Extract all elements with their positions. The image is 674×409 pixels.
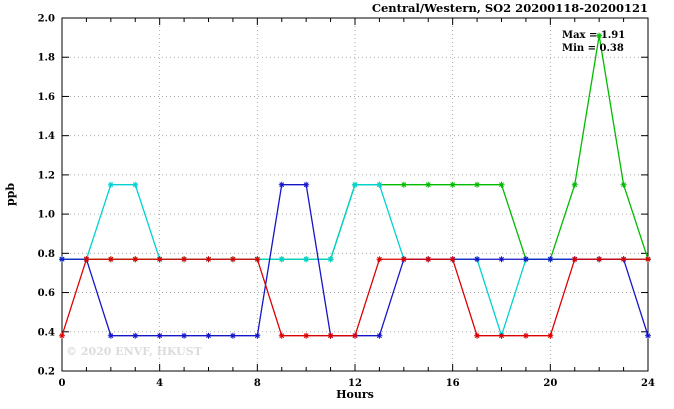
series-line-blue-day <box>62 184 649 337</box>
data-point-marker <box>107 181 114 188</box>
axis-ticks <box>61 17 649 372</box>
y-tick-label: 1.6 <box>38 92 55 103</box>
x-tick-label: 0 <box>59 378 66 389</box>
series-blue-day <box>59 181 651 339</box>
data-point-marker <box>278 181 285 188</box>
y-tick-label: 2.0 <box>38 14 55 25</box>
data-point-marker <box>352 332 358 339</box>
data-point-marker <box>278 332 285 339</box>
data-point-marker <box>59 332 65 339</box>
y-tick-label: 1.2 <box>38 170 55 181</box>
x-tick-label: 12 <box>348 378 362 389</box>
data-point-marker <box>229 332 236 339</box>
data-point-marker <box>59 256 65 263</box>
data-point-marker <box>181 332 188 339</box>
data-point-marker <box>645 256 651 263</box>
data-point-marker <box>547 256 554 263</box>
data-point-marker <box>327 256 334 263</box>
data-point-marker <box>181 256 188 263</box>
series-red-day <box>59 256 651 339</box>
series-line-green-day <box>62 35 649 260</box>
data-point-marker <box>620 256 627 263</box>
data-point-marker <box>449 181 456 188</box>
data-point-marker <box>327 332 334 339</box>
data-point-marker <box>571 181 578 188</box>
data-point-marker <box>303 256 310 263</box>
min-annotation: Min = 0.38 <box>562 43 624 54</box>
x-tick-label: 20 <box>543 378 557 389</box>
watermark: © 2020 ENVF, HKUST <box>66 345 203 358</box>
series-green-day <box>59 32 651 263</box>
y-tick-label: 0.6 <box>38 288 55 299</box>
data-point-marker <box>498 181 505 188</box>
data-point-marker <box>132 332 139 339</box>
data-point-marker <box>376 256 383 263</box>
data-point-marker <box>425 256 432 263</box>
y-tick-label: 1.8 <box>38 53 55 64</box>
data-point-marker <box>278 256 285 263</box>
data-point-marker <box>645 332 651 339</box>
series-cyan-day <box>59 181 651 339</box>
data-point-marker <box>205 332 212 339</box>
chart-title: Central/Western, SO2 20200118-20200121 <box>372 1 648 15</box>
x-tick-label: 8 <box>254 378 261 389</box>
data-point-marker <box>498 332 505 339</box>
x-tick-label: 24 <box>641 378 655 389</box>
data-point-marker <box>132 181 139 188</box>
y-tick-label: 0.4 <box>38 327 55 338</box>
data-point-marker <box>352 181 358 188</box>
max-annotation: Max = 1.91 <box>562 30 625 41</box>
series-line-cyan-day <box>62 184 648 338</box>
y-tick-label: 0.2 <box>38 367 55 378</box>
data-point-marker <box>156 332 163 339</box>
y-tick-label: 1.0 <box>38 210 55 221</box>
data-point-marker <box>596 32 603 39</box>
data-point-marker <box>474 256 481 263</box>
data-point-marker <box>303 181 310 188</box>
data-point-marker <box>474 332 481 339</box>
x-axis-label: Hours <box>336 388 374 401</box>
y-tick-label: 1.4 <box>38 131 55 142</box>
y-tick-label: 0.8 <box>38 249 55 260</box>
y-axis-label: ppb <box>4 183 17 206</box>
data-point-marker <box>205 256 212 263</box>
tick-labels: 0 4 8 12 16 20 24 0.2 0.4 0.6 0.8 1.0 1.2 1.4 1.6 1.8 2.… <box>38 14 655 390</box>
data-point-marker <box>376 181 383 188</box>
data-point-marker <box>498 256 505 263</box>
data-point-marker <box>229 256 236 263</box>
data-point-marker <box>474 181 481 188</box>
data-point-marker <box>620 181 627 188</box>
data-point-marker <box>156 256 163 263</box>
data-point-marker <box>400 256 407 263</box>
data-point-marker <box>449 256 456 263</box>
data-point-marker <box>400 181 407 188</box>
data-point-marker <box>107 332 114 339</box>
data-point-marker <box>303 332 310 339</box>
grid-lines <box>62 18 648 371</box>
data-point-marker <box>547 332 554 339</box>
data-point-marker <box>596 256 603 263</box>
data-point-marker <box>254 256 261 263</box>
data-point-marker <box>522 256 529 263</box>
data-point-marker <box>107 256 114 263</box>
data-point-marker <box>425 181 432 188</box>
x-tick-label: 4 <box>156 378 163 389</box>
x-tick-label: 16 <box>446 378 460 389</box>
data-point-marker <box>254 332 261 339</box>
data-point-marker <box>376 332 383 339</box>
data-point-marker <box>132 256 139 263</box>
data-point-marker <box>83 256 90 263</box>
data-point-marker <box>571 256 578 263</box>
data-point-marker <box>522 332 529 339</box>
